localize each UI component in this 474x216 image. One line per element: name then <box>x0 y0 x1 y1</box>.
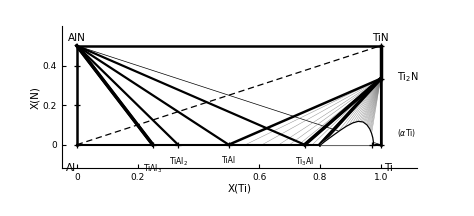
Text: Ti$_3$Al: Ti$_3$Al <box>295 156 314 168</box>
Polygon shape <box>321 121 374 145</box>
Text: Ti: Ti <box>383 162 392 173</box>
Text: AlN: AlN <box>68 33 86 43</box>
Text: Ti$_2$N: Ti$_2$N <box>397 70 419 84</box>
Text: TiAl$_3$: TiAl$_3$ <box>143 162 163 175</box>
X-axis label: X(Ti): X(Ti) <box>228 184 251 194</box>
Text: Al: Al <box>66 162 76 173</box>
Text: ($\alpha$Ti): ($\alpha$Ti) <box>397 127 417 139</box>
Text: TiN: TiN <box>373 33 389 43</box>
Text: TiAl$_2$: TiAl$_2$ <box>169 156 188 168</box>
Text: TiAl: TiAl <box>222 156 236 165</box>
Y-axis label: X(N): X(N) <box>30 86 40 109</box>
